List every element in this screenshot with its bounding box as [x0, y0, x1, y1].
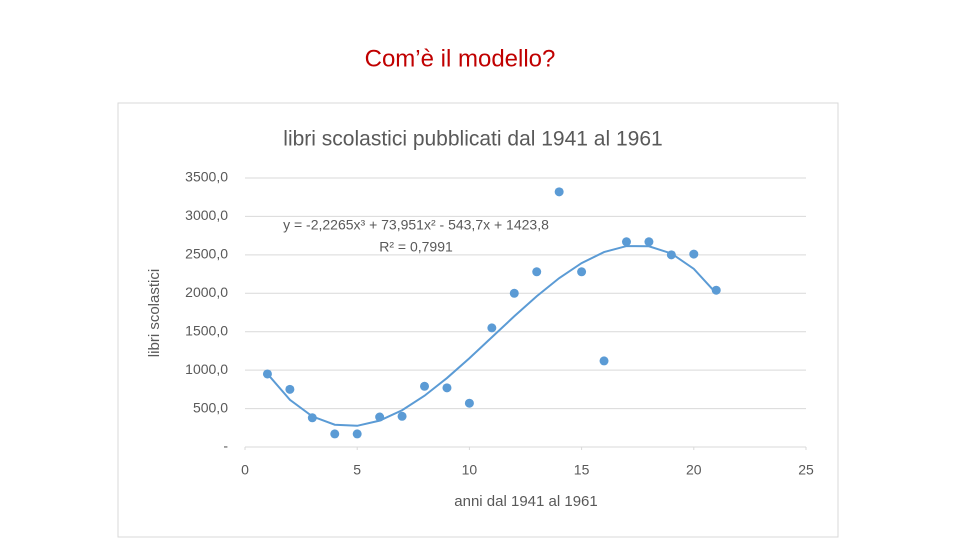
y-tick-label: 500,0 — [193, 399, 228, 415]
slide-title: Com’è il modello? — [365, 45, 556, 72]
point — [262, 369, 272, 379]
x-axis-label: anni dal 1941 al 1961 — [454, 493, 597, 510]
trendline — [266, 245, 717, 427]
point — [689, 249, 699, 259]
x-tick-label: 5 — [353, 462, 361, 478]
point — [330, 429, 340, 439]
point — [621, 237, 631, 247]
y-axis-label: libri scolastici — [146, 269, 163, 357]
plot-area: - 500,0 1000,0 1500,0 2000,0 2500,0 3000,0 3500… — [185, 169, 814, 478]
point — [442, 383, 452, 393]
point — [397, 411, 407, 421]
point — [666, 250, 676, 260]
point — [464, 398, 474, 408]
chart-frame — [117, 102, 839, 538]
point — [599, 356, 609, 366]
point — [285, 384, 295, 394]
point — [375, 412, 385, 422]
point — [532, 267, 542, 277]
x-tick-label: 25 — [798, 462, 814, 478]
x-tick-label: 10 — [462, 462, 478, 478]
point — [487, 323, 497, 333]
x-tick-label: 15 — [574, 462, 590, 478]
y-tick-label: 2000,0 — [185, 284, 228, 300]
y-tick-label: - — [223, 438, 228, 454]
point — [307, 413, 317, 423]
point — [644, 237, 654, 247]
equation: y = -2,2265x³ + 73,951x² - 543,7x + 1423… — [283, 217, 549, 233]
point — [577, 267, 587, 277]
y-tick-label: 3000,0 — [185, 207, 228, 223]
y-tick-label: 1500,0 — [185, 322, 228, 338]
point — [352, 429, 362, 439]
x-tick-label: 20 — [686, 462, 702, 478]
x-tick-label: 0 — [241, 462, 249, 478]
chart-title: libri scolastici pubblicati dal 1941 al … — [283, 128, 662, 151]
r-squared: R² = 0,7991 — [379, 239, 453, 255]
point — [420, 381, 430, 391]
point — [509, 288, 519, 298]
y-tick-label: 1000,0 — [185, 361, 228, 377]
point — [711, 285, 721, 295]
point — [554, 187, 564, 197]
y-tick-label: 3500,0 — [185, 169, 228, 185]
y-tick-label: 2500,0 — [185, 246, 228, 262]
